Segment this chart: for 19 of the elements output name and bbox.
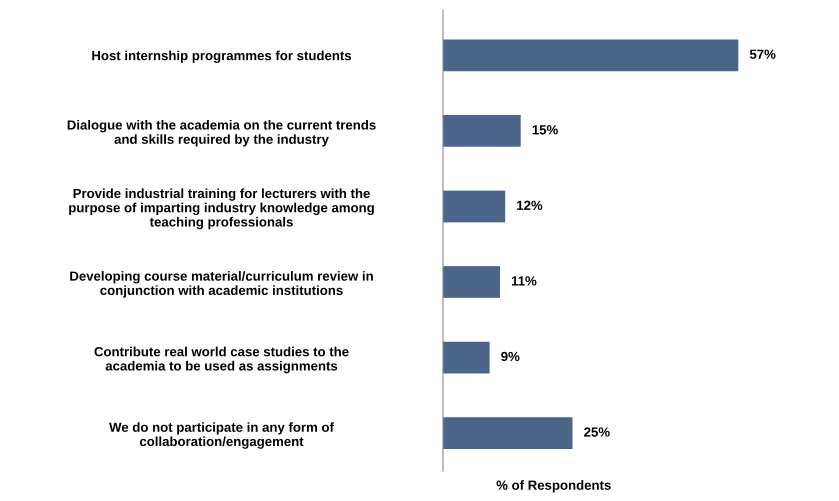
bar (442, 190, 506, 222)
bar (442, 39, 738, 72)
data-label: 57% (750, 50, 776, 59)
y-tick-label: Dialogue with the academia on the current trends and skills required by the industry (68, 120, 376, 147)
bar (442, 417, 573, 450)
data-label: 15% (532, 125, 558, 134)
y-tick-label: We do not participate in any form of collaboration/engagement (109, 422, 334, 449)
bar (442, 266, 500, 298)
y-tick-label: Developing course material/curriculum review in conjunction with academic institutions (70, 271, 373, 298)
data-label: 25% (584, 427, 610, 437)
y-tick-label: Provide industrial training for lecturers with the purpose of imparting industry knowledge among teaching professionals (69, 188, 374, 230)
y-tick-label: Host internship programmes for students (92, 50, 352, 63)
data-label: 9% (501, 352, 520, 362)
bar (442, 115, 521, 147)
data-label: 11% (512, 276, 536, 286)
x-axis-title: % of Respondents (496, 480, 611, 492)
bar (442, 342, 490, 374)
y-tick-label: Contribute real world case studies to the academia to be used as assignments (94, 346, 349, 374)
data-label: 12% (517, 200, 542, 210)
